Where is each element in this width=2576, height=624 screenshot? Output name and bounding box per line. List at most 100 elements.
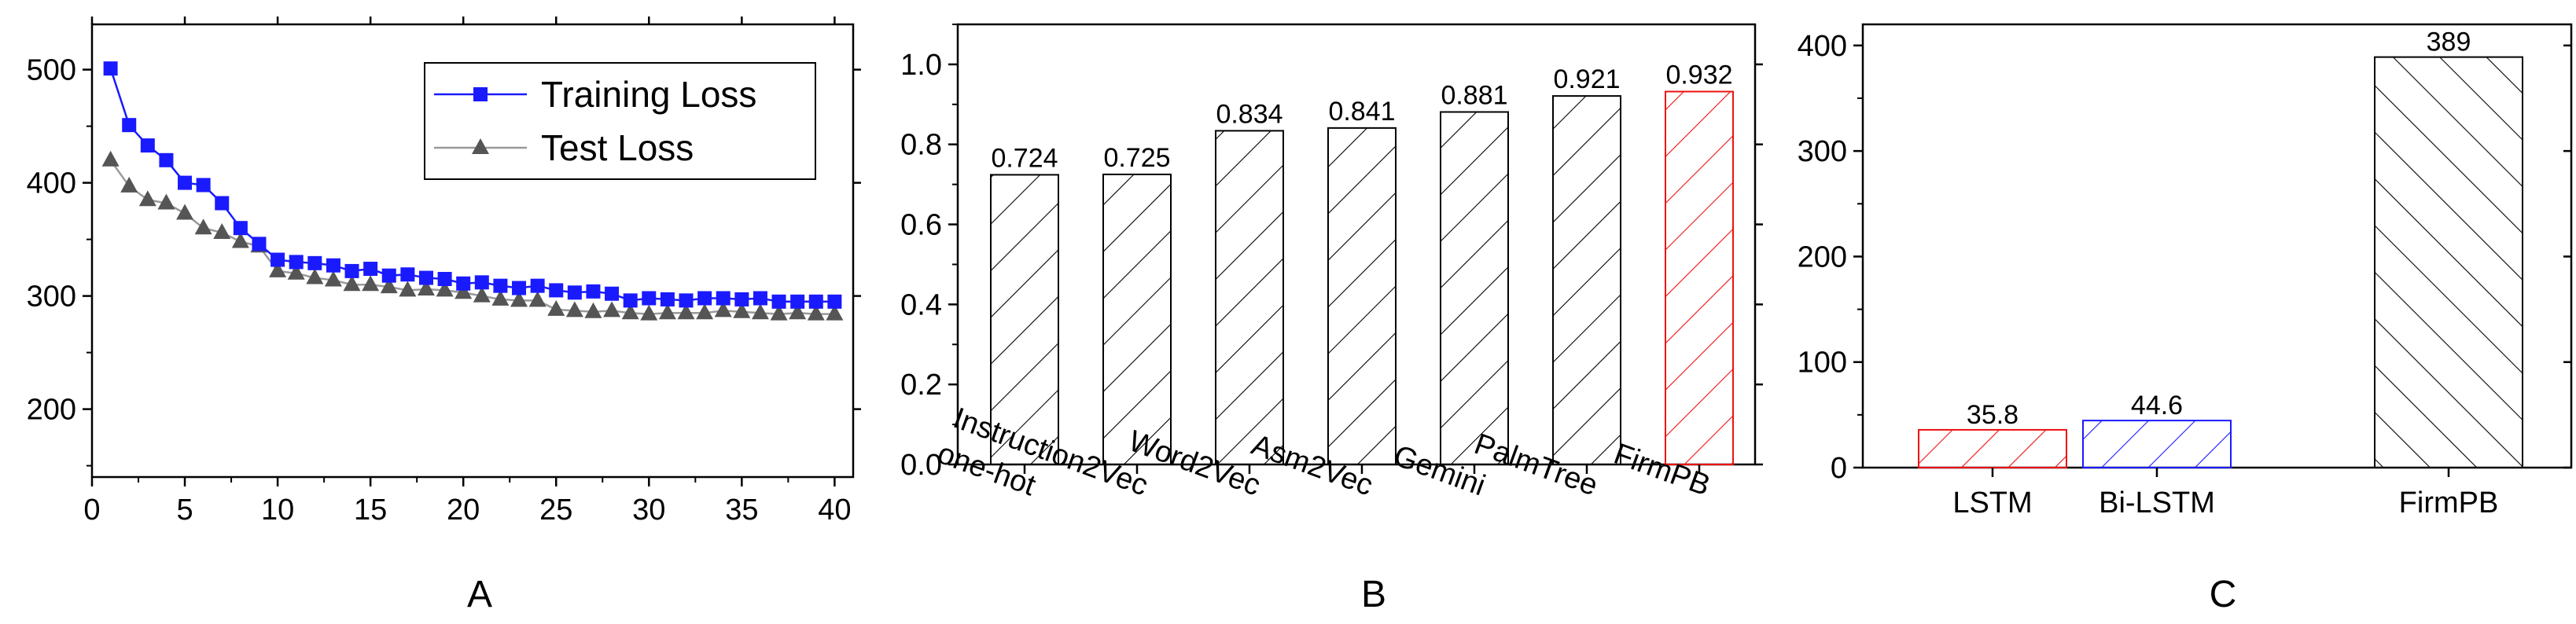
training-loss-point (716, 291, 730, 306)
legend-marker-triangle (472, 138, 489, 154)
y-tick-label: 0.2 (900, 369, 942, 402)
legend-frame (424, 62, 816, 180)
training-loss-point (418, 270, 433, 285)
bar-asm2vec (1327, 127, 1397, 465)
test-loss-point (362, 275, 380, 292)
panel-a-line-chart: 0 5 10 15 20 25 30 35 40 200 300 400 500 Training Los… (27, 17, 861, 527)
training-loss-point (252, 237, 267, 251)
bar-gemini (1440, 111, 1509, 465)
test-loss-point (157, 193, 175, 210)
training-loss-point (679, 293, 694, 308)
y-tick-label: 0.8 (900, 129, 942, 162)
plot-frame-a (90, 23, 855, 479)
training-loss-point (549, 283, 564, 298)
x-tick-label: Bi-LSTM (2099, 486, 2215, 519)
test-loss-point (714, 301, 732, 318)
x-tick-label: LSTM (1952, 486, 2032, 519)
training-loss-point (734, 292, 749, 306)
bar-palmtree (1552, 95, 1621, 466)
training-loss-point (122, 118, 137, 133)
x-tick-label: 30 (632, 494, 665, 527)
y-tick-label: 0.4 (900, 288, 942, 321)
training-loss-point (381, 268, 396, 283)
x-tick-label: 20 (447, 494, 480, 527)
training-loss-point (140, 138, 155, 153)
test-loss-point (658, 303, 676, 320)
x-tick-label: 0 (83, 494, 100, 527)
training-loss-point (456, 276, 471, 291)
training-loss-point (753, 291, 767, 306)
training-loss-point (103, 61, 118, 76)
y-tick-label: 300 (27, 281, 76, 314)
training-loss-point (605, 286, 620, 301)
bar-lstm (1918, 428, 2067, 469)
test-loss-point (770, 304, 788, 321)
training-loss-point (196, 178, 211, 193)
training-loss-point (790, 294, 805, 309)
x-tick-label: 25 (539, 494, 572, 527)
y-tick-label: 300 (1798, 135, 1847, 168)
test-loss-point (547, 299, 565, 316)
x-tick-label: 10 (261, 494, 294, 527)
training-loss-point (771, 294, 786, 309)
test-loss-point (138, 190, 156, 207)
test-loss-point (826, 304, 844, 321)
test-loss-point (231, 232, 249, 248)
test-loss-point (807, 304, 825, 321)
x-tick-label: 40 (818, 494, 851, 527)
bar-value-label: 0.921 (1553, 64, 1620, 94)
test-loss-point (789, 303, 807, 320)
bar-instruction2vec (1102, 173, 1172, 465)
legend-marker-square (473, 87, 488, 101)
bar-value-label: 0.725 (1103, 143, 1170, 173)
y-tick-label: 500 (27, 54, 76, 87)
training-loss-point (307, 255, 322, 270)
training-loss-point (289, 255, 304, 270)
training-loss-point (326, 258, 340, 273)
test-loss-point (380, 277, 398, 294)
training-loss-point (178, 175, 193, 190)
training-loss-point (660, 292, 675, 306)
x-tick-label: 5 (176, 494, 193, 527)
bar-value-label: 0.881 (1441, 80, 1507, 110)
x-tick-label: 35 (725, 494, 758, 527)
y-tick-label: 100 (1798, 347, 1847, 380)
test-loss-point (213, 222, 231, 239)
training-loss-point (493, 278, 508, 293)
test-loss-point (621, 303, 639, 320)
training-loss-point (512, 281, 527, 295)
training-loss-point (344, 263, 359, 278)
test-loss-point (491, 289, 510, 306)
test-loss-point (101, 150, 120, 167)
legend-label-training: Training Loss (541, 74, 756, 115)
training-loss-point (530, 278, 545, 293)
training-loss-point (270, 252, 285, 267)
test-loss-point (603, 301, 621, 318)
test-loss-point (565, 301, 583, 318)
legend-a: Training Loss Test Loss (424, 62, 816, 180)
y-tick-label: 400 (1798, 30, 1847, 63)
bar-firmpb (1665, 90, 1734, 465)
test-loss-point (399, 281, 417, 297)
series-line-training-loss (109, 68, 835, 303)
bar-value-label: 0.932 (1665, 61, 1732, 90)
training-loss-point (827, 294, 842, 309)
y-tick-label: 0.0 (900, 449, 942, 482)
panel-c-bar-chart: 0 100 200 300 400 35.8 LSTM 44.6 Bi-LSTM 389 FirmP… (1798, 23, 2573, 519)
y-tick-label: 0 (1831, 452, 1847, 485)
test-loss-point (287, 263, 305, 280)
bar-value-label: 0.724 (991, 143, 1058, 173)
test-loss-point (436, 281, 454, 297)
panel-label-b: B (1361, 574, 1386, 615)
bar-value-label: 44.6 (2131, 391, 2183, 420)
training-loss-point (400, 267, 415, 282)
training-loss-point (215, 196, 230, 211)
test-loss-point (640, 304, 658, 321)
test-loss-point (417, 279, 435, 295)
training-loss-point (437, 272, 452, 286)
test-loss-point (696, 303, 714, 320)
legend-label-test: Test Loss (541, 127, 694, 168)
bar-value-label: 35.8 (1967, 400, 2018, 430)
bar-firmpb (2374, 56, 2523, 468)
